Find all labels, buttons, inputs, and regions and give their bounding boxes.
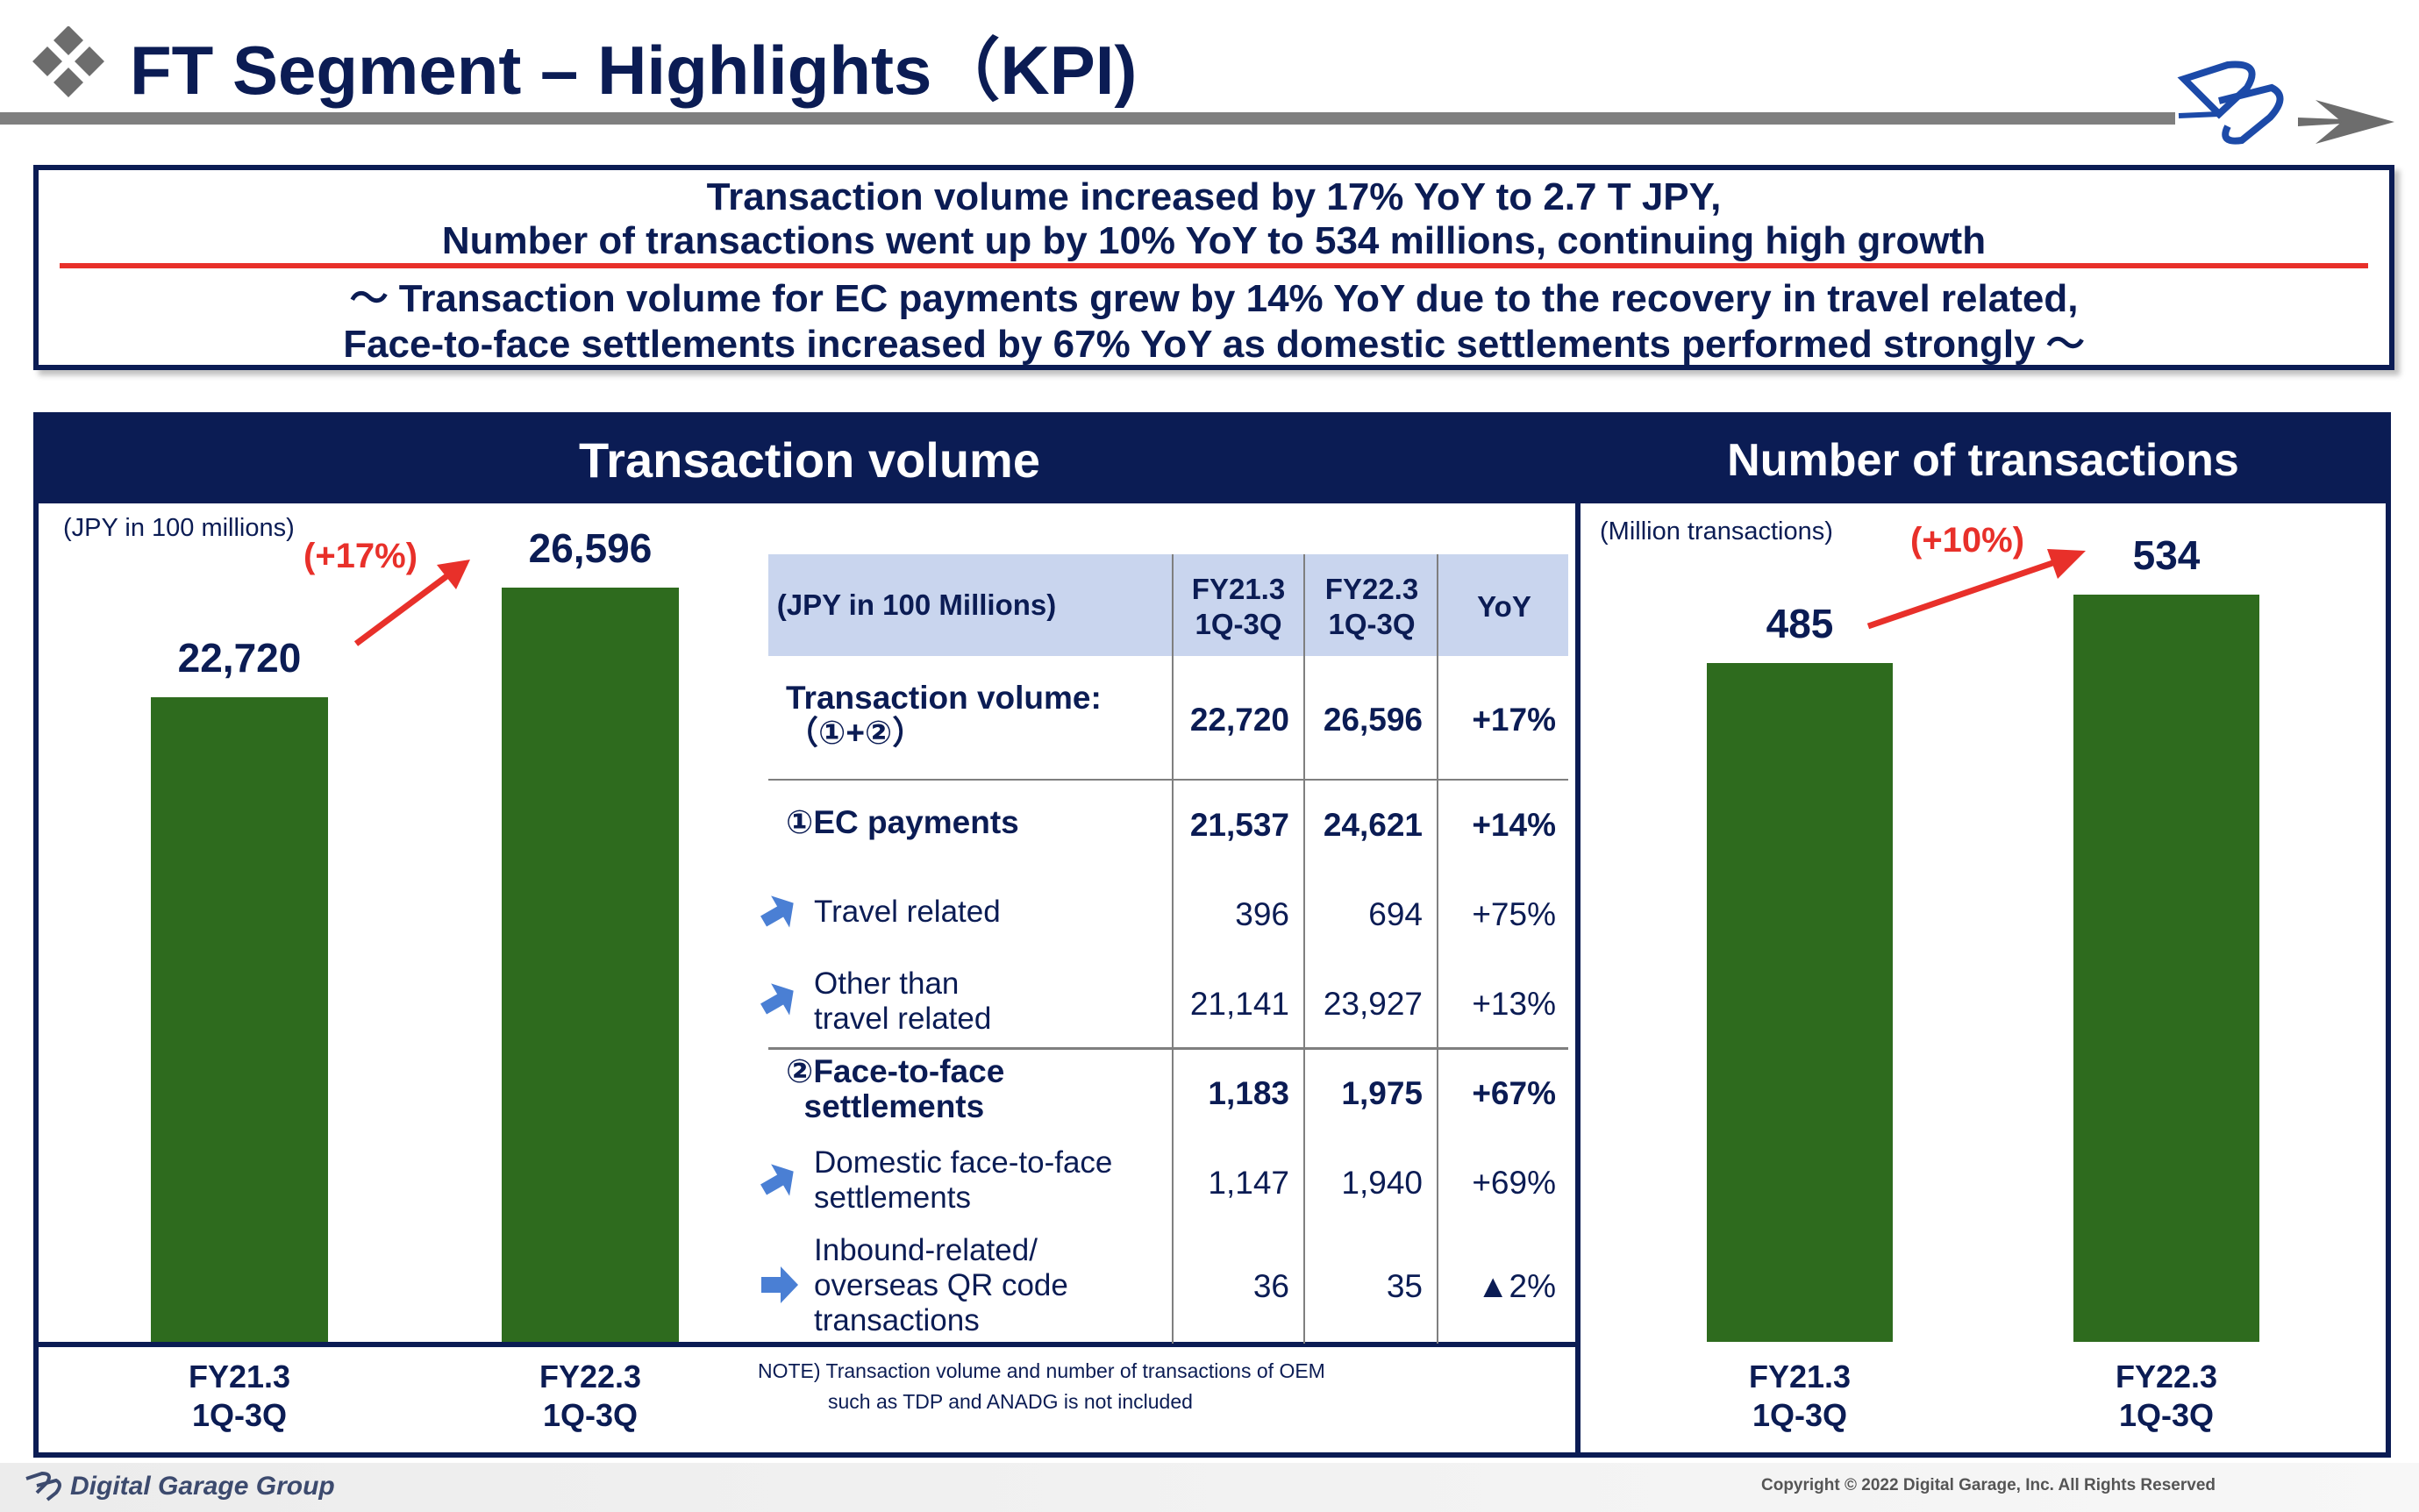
footnote-line-1: NOTE) Transaction volume and number of t… [758, 1359, 1325, 1382]
table-row-label: Other than travel related [814, 966, 991, 1037]
volume-category-fy21-text: FY21.3 1Q-3Q [188, 1359, 291, 1433]
table-cell: +75% [1472, 896, 1556, 932]
table-cell: +13% [1472, 986, 1556, 1022]
panel-divider [1575, 412, 1581, 1452]
table-cell: +69% [1472, 1165, 1556, 1201]
table-cell: 1,183 [1208, 1075, 1289, 1111]
transactions-category-fy22-text: FY22.3 1Q-3Q [2115, 1359, 2218, 1433]
summary-red-divider [60, 263, 2368, 268]
table-cell: 1,975 [1341, 1075, 1423, 1111]
table-cell: 694 [1368, 896, 1423, 932]
arrow-right-icon [2298, 100, 2394, 144]
title-divider [0, 112, 2175, 125]
growth-arrow-icon [1866, 549, 2086, 630]
table-cell: 24,621 [1323, 807, 1423, 843]
right-arrow-icon [761, 1266, 798, 1303]
page-title: FT Segment – Highlights（KPI) [130, 32, 1138, 109]
transactions-value-label-fy21: 485 [1766, 601, 1834, 646]
number-of-transactions-header: Number of transactions [1581, 417, 2386, 503]
dg-logo-icon [25, 1471, 61, 1501]
table-col-fy22: FY22.3 1Q-3Q [1324, 573, 1419, 640]
summary-box: Transaction volume increased by 17% YoY … [33, 165, 2394, 370]
table-row-label: Transaction volume: （①+②） [786, 681, 1102, 751]
footer-bar [0, 1463, 2419, 1512]
summary-line-2: Number of transactions went up by 10% Yo… [441, 219, 1987, 262]
table-cell: 35 [1386, 1268, 1423, 1304]
footnote-line-2: such as TDP and ANADG is not included [828, 1390, 1193, 1413]
summary-line-1: Transaction volume increased by 17% YoY … [706, 175, 1722, 218]
volume-category-fy21: FY21.3 1Q-3Q [107, 1358, 372, 1435]
table-row-label: ②Face-to-face settlements [786, 1054, 1004, 1124]
transactions-unit-label: (Million transactions) [1600, 517, 1833, 546]
table-unit-label: (JPY in 100 Millions) [776, 588, 1057, 621]
copyright: Copyright © 2022 Digital Garage, Inc. Al… [1761, 1476, 2216, 1494]
volume-growth-label: (+17%) [303, 537, 418, 575]
transactions-category-fy21-text: FY21.3 1Q-3Q [1748, 1359, 1852, 1433]
table-row-label: Domestic face-to-face settlements [814, 1145, 1112, 1216]
summary-line-3: ～ Transaction volume for EC payments gre… [349, 277, 2079, 320]
summary-line-4: Face-to-face settlements increased by 67… [343, 323, 2085, 366]
table-cell: 22,720 [1189, 702, 1289, 738]
diamond-bullet-icon [32, 26, 104, 97]
table-row-label: Inbound-related/ overseas QR code transa… [814, 1233, 1068, 1338]
volume-unit-label: (JPY in 100 millions) [63, 514, 295, 542]
table-divider [768, 1047, 1568, 1050]
transactions-value-label-fy22: 534 [2132, 532, 2201, 578]
up-right-arrow-icon [760, 983, 794, 1016]
table-row-label: ①EC payments [786, 804, 1019, 840]
volume-category-fy22-text: FY22.3 1Q-3Q [539, 1359, 642, 1433]
table-cell: +17% [1472, 702, 1556, 738]
transactions-bar-fy21 [1707, 663, 1893, 1342]
dg-logo-icon [2177, 61, 2284, 145]
transactions-category-fy22: FY22.3 1Q-3Q [2035, 1358, 2298, 1435]
row-label-text: Domestic face-to-face settlements [814, 1145, 1113, 1215]
transactions-category-fy21: FY21.3 1Q-3Q [1668, 1358, 1931, 1435]
table-cell: 23,927 [1323, 986, 1423, 1022]
table-divider [1437, 554, 1438, 1344]
table-cell: 26,596 [1323, 702, 1423, 738]
volume-value-label-fy21: 22,720 [177, 635, 302, 681]
up-right-arrow-icon [760, 895, 794, 928]
up-right-arrow-icon [760, 1164, 794, 1196]
table-divider [1303, 554, 1305, 1344]
transactions-growth-label: (+10%) [1910, 521, 2025, 560]
transactions-bar-fy22 [2073, 595, 2259, 1342]
volume-bar-fy21 [151, 697, 328, 1342]
footnote: NOTE) Transaction volume and number of t… [758, 1356, 1325, 1417]
transaction-volume-header: Transaction volume [39, 417, 1581, 503]
table-divider [1172, 554, 1174, 1344]
table-divider [768, 779, 1568, 781]
table-cell: +14% [1472, 807, 1556, 843]
row-label-text: Inbound-related/ overseas QR code transa… [814, 1233, 1068, 1337]
table-cell: 36 [1252, 1268, 1289, 1304]
table-cell: 396 [1235, 896, 1289, 932]
row-label-text: ②Face-to-face settlements [786, 1053, 1005, 1124]
volume-value-label-fy22: 26,596 [528, 525, 653, 571]
table-col-yoy: YoY [1477, 590, 1531, 623]
volume-bar-fy22 [502, 588, 679, 1342]
row-label-text: Transaction volume: （①+②） [786, 680, 1102, 751]
footer-brand: Digital Garage Group [70, 1472, 335, 1501]
table-header-background [768, 554, 1568, 656]
category-divider [33, 1342, 1586, 1347]
table-cell: 1,147 [1208, 1165, 1289, 1201]
table-col-fy21: FY21.3 1Q-3Q [1191, 573, 1286, 640]
growth-arrow-icon [353, 560, 470, 646]
table-cell: 21,141 [1189, 986, 1289, 1022]
table-row-label: Travel related [814, 895, 1001, 929]
table-cell: 1,940 [1341, 1165, 1423, 1201]
volume-category-fy22: FY22.3 1Q-3Q [458, 1358, 723, 1435]
table-cell: 21,537 [1189, 807, 1289, 843]
table-cell: +67% [1472, 1075, 1556, 1111]
row-label-text: Other than travel related [814, 966, 992, 1036]
table-cell: ▲2% [1476, 1268, 1556, 1304]
